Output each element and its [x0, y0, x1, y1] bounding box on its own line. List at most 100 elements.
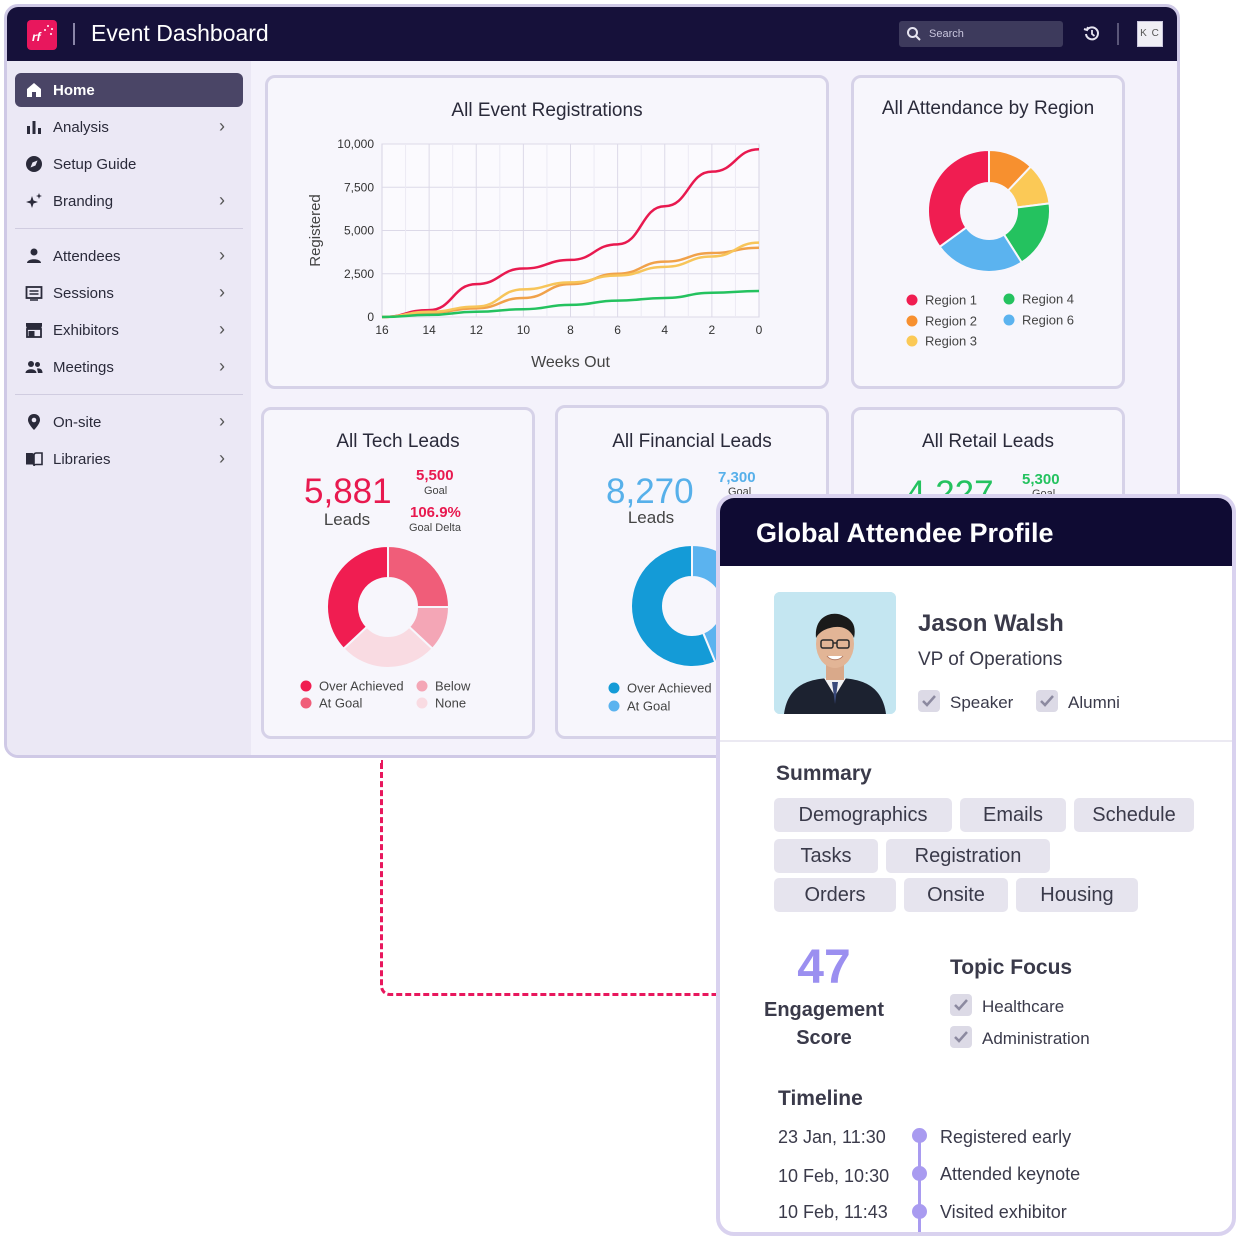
user-avatar[interactable]: K C [1137, 21, 1163, 47]
book-icon [26, 452, 43, 467]
timeline-event: Attended keynote [940, 1164, 1081, 1184]
legend-item: At Goal [627, 699, 670, 714]
pill-housing[interactable]: Housing [1016, 878, 1138, 912]
pill-demographics[interactable]: Demographics [774, 798, 952, 832]
legend-item: Below [435, 679, 471, 694]
sidebar-divider [15, 394, 243, 395]
sidebar-divider [15, 228, 243, 229]
sidebar-item-meetings[interactable]: Meetings › [15, 350, 243, 384]
tech-leads-title: All Tech Leads [336, 431, 460, 452]
page-title: Event Dashboard [91, 20, 269, 46]
pill-onsite[interactable]: Onsite [904, 878, 1008, 912]
tech-slice-3 [342, 625, 434, 669]
chevron-right-icon: › [219, 319, 225, 339]
legend-item-dot [906, 294, 918, 306]
sidebar-item-label: Attendees [53, 248, 121, 265]
legend-item: Region 2 [925, 314, 977, 329]
retail-goal-value: 5,300 [1022, 471, 1060, 488]
legend-item-dot [416, 697, 428, 709]
engagement-score-value: 47 [797, 941, 851, 994]
legend-item-dot [1003, 293, 1015, 305]
people-icon [25, 361, 43, 373]
profile-photo [774, 592, 896, 714]
timeline-dot [912, 1166, 927, 1181]
timeline-line [918, 1130, 921, 1232]
sidebar-item-branding[interactable]: Branding › [15, 184, 243, 218]
tech-leads-card: All Tech Leads 5,881 Leads 5,500 Goal 10… [261, 407, 535, 739]
retail-leads-title: All Retail Leads [921, 431, 1055, 452]
x-tick-label: 14 [422, 323, 436, 337]
tech-leads-value: 5,881 [304, 472, 392, 511]
registrations-title: All Event Registrations [451, 100, 643, 121]
sidebar-item-label: Sessions [53, 285, 114, 302]
y-tick-label: 7,500 [344, 180, 374, 194]
legend-item: Region 6 [1022, 313, 1074, 328]
home-icon [27, 83, 41, 97]
alumni-checkbox[interactable] [1036, 690, 1058, 712]
check-icon [922, 695, 936, 707]
search-box[interactable] [899, 21, 1063, 47]
bar-chart-icon [27, 121, 41, 134]
sidebar-item-libraries[interactable]: Libraries › [15, 442, 243, 476]
chevron-right-icon: › [219, 282, 225, 302]
topic-focus-heading: Topic Focus [950, 956, 1073, 979]
chevron-right-icon: › [219, 448, 225, 468]
x-axis-label: Weeks Out [531, 354, 610, 371]
person-icon [27, 248, 41, 263]
sidebar-item-attendees[interactable]: Attendees › [15, 239, 243, 273]
financial-goal-value: 7,300 [718, 469, 756, 486]
sidebar-item-on-site[interactable]: On-site › [15, 405, 243, 439]
pill-registration[interactable]: Registration [886, 839, 1050, 873]
series-line-4 [381, 289, 760, 319]
legend-item: Over Achieved [319, 679, 404, 694]
timeline-time: 10 Feb, 11:43 [778, 1202, 888, 1222]
x-tick-label: 0 [756, 323, 763, 337]
app-logo[interactable]: rf [27, 20, 57, 50]
x-tick-label: 6 [614, 323, 621, 337]
sidebar-item-home[interactable]: Home [15, 73, 243, 107]
pill-tasks[interactable]: Tasks [774, 839, 878, 873]
chevron-right-icon: › [219, 356, 225, 376]
series-line-1 [381, 147, 760, 319]
tech-leads-chart[interactable]: Over Achieved At Goal Below None [264, 410, 532, 736]
check-icon [954, 999, 968, 1011]
search-input[interactable] [929, 25, 1055, 43]
y-axis-label: Registered [307, 194, 324, 267]
region-chart[interactable]: Region 1 Region 2 Region 3 Region 4 Region 6 [854, 78, 1122, 386]
legend-item-dot [906, 335, 918, 347]
pill-emails[interactable]: Emails [960, 798, 1066, 832]
sidebar-item-label: Home [53, 82, 95, 99]
engagement-score-label: Engagement Score [763, 999, 885, 1049]
legend-item: At Goal [319, 696, 362, 711]
history-icon[interactable] [1083, 25, 1101, 43]
legend-item: Region 4 [1022, 292, 1074, 307]
pill-schedule[interactable]: Schedule [1074, 798, 1194, 832]
check-icon [1040, 695, 1054, 707]
legend-item-dot [1003, 314, 1015, 326]
attendee-name: Jason Walsh [918, 610, 1064, 637]
pill-orders[interactable]: Orders [774, 878, 896, 912]
healthcare-checkbox[interactable] [950, 994, 972, 1016]
timeline-event: Visited exhibitor [940, 1202, 1067, 1222]
x-tick-label: 16 [375, 323, 389, 337]
header-divider [1117, 23, 1119, 45]
profile-divider [720, 740, 1232, 742]
tech-leads-label: Leads [323, 510, 371, 529]
timeline-time: 23 Jan, 11:30 [778, 1127, 886, 1147]
region-slice-5 [927, 148, 990, 249]
x-tick-label: 2 [709, 323, 716, 337]
sidebar-item-analysis[interactable]: Analysis › [15, 110, 243, 144]
sidebar-item-sessions[interactable]: Sessions › [15, 276, 243, 310]
timeline-heading: Timeline [778, 1087, 863, 1110]
chevron-right-icon: › [219, 245, 225, 265]
sidebar-item-label: Meetings [53, 359, 114, 376]
sidebar-item-setup-guide[interactable]: Setup Guide [15, 147, 243, 181]
sidebar-item-exhibitors[interactable]: Exhibitors › [15, 313, 243, 347]
tech-goal-value: 5,500 [416, 467, 454, 484]
y-tick-label: 5,000 [344, 224, 374, 238]
administration-checkbox[interactable] [950, 1026, 972, 1048]
speaker-checkbox[interactable] [918, 690, 940, 712]
timeline-time: 10 Feb, 10:30 [778, 1166, 890, 1186]
chevron-right-icon: › [219, 190, 225, 210]
